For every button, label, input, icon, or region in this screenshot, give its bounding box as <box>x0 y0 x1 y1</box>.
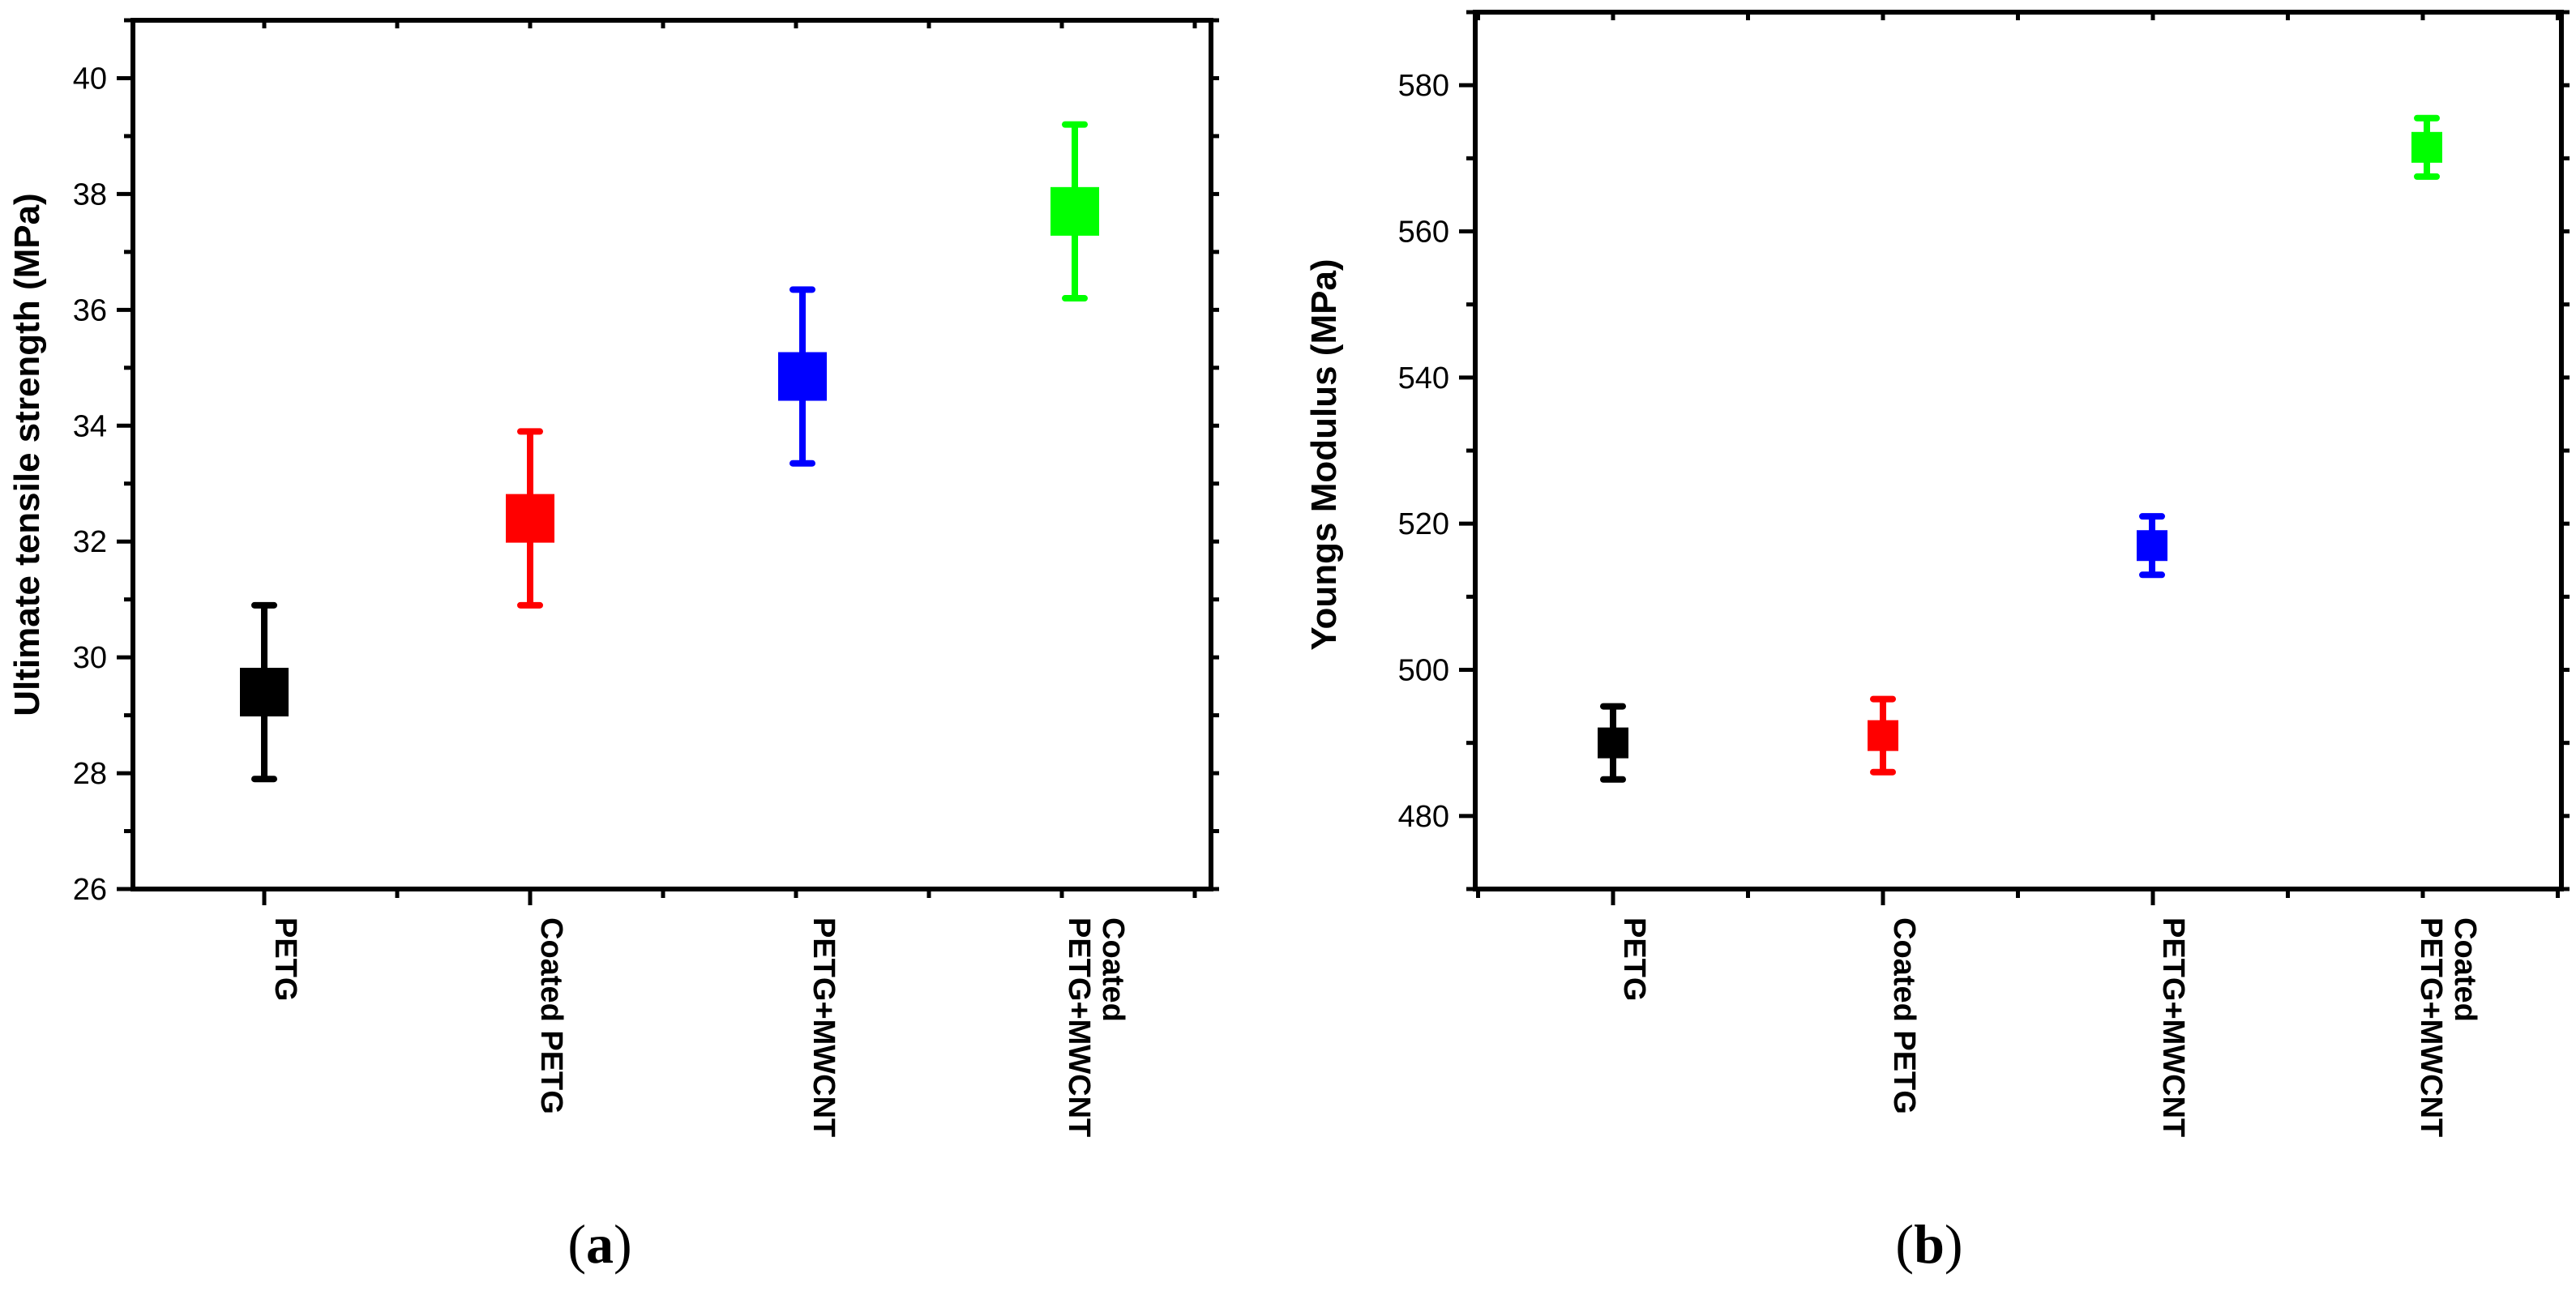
x-category-label: PETG+MWCNT <box>1062 917 1096 1137</box>
y-tick-label: 36 <box>73 293 107 327</box>
data-point <box>1868 720 1898 751</box>
y-tick-label: 560 <box>1398 216 1449 250</box>
y-tick-label: 38 <box>73 177 107 212</box>
data-points-a <box>240 121 1099 783</box>
panel-label-a-letter: a <box>586 1213 614 1275</box>
y-tick-label: 580 <box>1398 69 1449 103</box>
x-category-label: PETG <box>268 917 302 1001</box>
y-axis-title-b: Youngs Modulus (MPa) <box>1304 259 1344 650</box>
category-labels-a: PETG Coated PETG PETG+MWCNT CoatedPETG+MWCN… <box>268 917 1130 1137</box>
data-point <box>240 668 289 717</box>
y-axis-b: 480 500 520 540 560 580 <box>1398 10 2570 891</box>
chart-panel-a: 26 28 30 32 34 36 38 40 Ultimate tensile streng… <box>7 18 1219 1275</box>
category-labels-b: PETG Coated PETG PETG+MWCNT CoatedPETG+MWCN… <box>1617 917 2482 1137</box>
y-axis-a: 26 28 30 32 34 36 38 40 <box>73 18 1219 907</box>
x-axis-a <box>262 20 1197 905</box>
y-tick-label: 30 <box>73 641 107 675</box>
data-point <box>506 494 554 543</box>
panel-label-b-letter: b <box>1914 1213 1945 1275</box>
x-category-label: Coated <box>2448 917 2482 1022</box>
y-tick-label: 520 <box>1398 507 1449 541</box>
data-point <box>1598 727 1628 759</box>
y-tick-label: 28 <box>73 757 107 791</box>
panel-label-a: (a) <box>567 1213 631 1275</box>
x-category-label: Coated PETG <box>1887 917 1921 1114</box>
panel-label-b: (b) <box>1895 1213 1962 1275</box>
y-axis-title-a: Ultimate tensile strength (MPa) <box>7 193 47 716</box>
x-category-label: Coated PETG <box>534 917 568 1114</box>
data-point <box>778 352 827 401</box>
y-tick-label: 500 <box>1398 654 1449 688</box>
y-tick-label: 26 <box>73 873 107 907</box>
y-tick-label: 540 <box>1398 361 1449 395</box>
data-points-b <box>1598 114 2442 783</box>
y-tick-label: 480 <box>1398 800 1449 834</box>
plot-frame-b <box>1473 10 2564 891</box>
data-point <box>2411 131 2442 163</box>
data-point <box>2137 530 2167 562</box>
y-tick-label: 40 <box>73 62 107 96</box>
x-axis-b <box>1476 12 2560 905</box>
x-category-label: PETG+MWCNT <box>807 917 841 1137</box>
y-tick-label: 32 <box>73 525 107 559</box>
data-point <box>1051 186 1099 236</box>
x-category-label: Coated <box>1096 917 1130 1022</box>
x-category-label: PETG <box>1617 917 1651 1001</box>
x-category-label: PETG+MWCNT <box>2414 917 2448 1137</box>
plot-frame-a <box>131 18 1213 891</box>
y-tick-label: 34 <box>73 409 107 443</box>
x-category-label: PETG+MWCNT <box>2156 917 2190 1137</box>
